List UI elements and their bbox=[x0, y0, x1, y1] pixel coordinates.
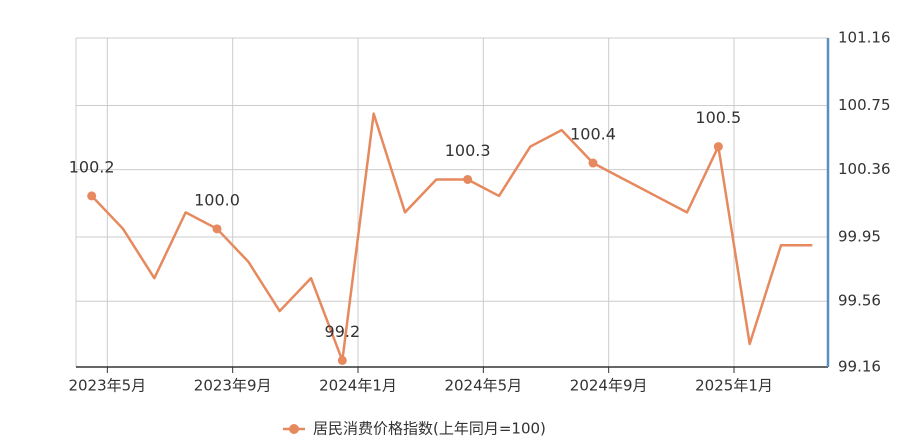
x-tick-label: 2024年1月 bbox=[319, 377, 397, 395]
point-marker bbox=[463, 174, 473, 184]
x-tick-label: 2024年5月 bbox=[444, 377, 522, 395]
data-label: 100.4 bbox=[570, 125, 616, 144]
y-tick-label: 100.75 bbox=[838, 96, 891, 114]
x-tick-label: 2023年9月 bbox=[194, 377, 272, 395]
data-label: 100.0 bbox=[194, 190, 240, 209]
x-tick-label: 2023年5月 bbox=[68, 377, 146, 395]
x-tick-label: 2025年1月 bbox=[695, 377, 773, 395]
y-tick-label: 99.56 bbox=[838, 292, 881, 310]
data-label: 100.5 bbox=[695, 108, 741, 127]
point-marker bbox=[87, 191, 97, 201]
point-marker bbox=[713, 142, 723, 152]
series-line bbox=[90, 112, 813, 362]
data-label: 100.2 bbox=[69, 157, 115, 176]
data-label: 99.2 bbox=[325, 322, 361, 341]
point-marker bbox=[212, 224, 222, 234]
point-marker bbox=[337, 355, 347, 365]
y-tick-label: 99.16 bbox=[838, 358, 881, 376]
legend-label: 居民消费价格指数(上年同月=100) bbox=[313, 420, 546, 438]
point-marker bbox=[588, 158, 598, 168]
data-label: 100.3 bbox=[445, 141, 491, 160]
legend-icon-dot bbox=[289, 424, 299, 434]
x-tick-label: 2024年9月 bbox=[570, 377, 648, 395]
y-tick-label: 101.16 bbox=[838, 29, 891, 47]
y-tick-label: 100.36 bbox=[838, 160, 891, 178]
y-tick-label: 99.95 bbox=[838, 228, 881, 246]
